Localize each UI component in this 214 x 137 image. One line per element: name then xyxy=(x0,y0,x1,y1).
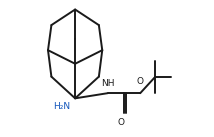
Text: O: O xyxy=(137,77,144,86)
Text: NH: NH xyxy=(101,79,114,88)
Text: H₂N: H₂N xyxy=(53,102,70,111)
Text: O: O xyxy=(118,118,125,127)
